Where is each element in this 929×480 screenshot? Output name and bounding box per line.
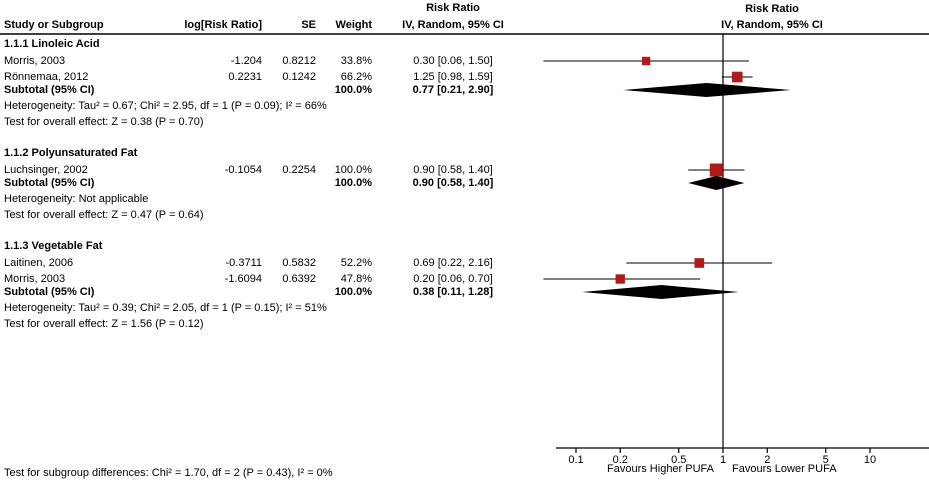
study-ci-text: 0.20 [0.06, 0.70] (413, 273, 493, 285)
study-se: 0.1242 (282, 71, 316, 83)
study-se: 0.5832 (282, 257, 316, 269)
study-log-risk-ratio: -1.204 (230, 55, 262, 67)
subtotal-label: Subtotal (95% CI) (4, 286, 95, 298)
col-header-log-risk-ratio: log[Risk Ratio] (184, 19, 262, 31)
subgroup-title: 1.1.2 Polyunsaturated Fat (4, 147, 138, 159)
col-header-effect-ci: IV, Random, 95% CI (402, 19, 504, 31)
effect-square (615, 274, 625, 284)
effect-square (731, 71, 743, 83)
plot-marks-group: 0.1 0.2 0.5 1 2 5 10 (0, 33, 929, 466)
favours-right-label: Favours Lower PUFA (732, 463, 837, 475)
heterogeneity-text: Heterogeneity: Tau² = 0.39; Chi² = 2.05,… (4, 302, 327, 314)
study-log-risk-ratio: -0.3711 (225, 257, 263, 269)
study-log-risk-ratio: 0.2231 (228, 71, 262, 83)
subtotal-weight: 100.0% (334, 84, 372, 96)
subgroup-title: 1.1.1 Linoleic Acid (4, 38, 100, 50)
study-row: Laitinen, 2006 -0.3711 0.5832 52.2% 0.69 [0.… (0, 256, 929, 270)
subgroup-differences-text: Test for subgroup differences: Chi² = 1.… (4, 467, 333, 479)
study-name: Laitinen, 2006 (4, 257, 74, 269)
axis-tick-label: 1 (720, 454, 726, 466)
overall-effect-row: Test for overall effect: Z = 0.47 (P = 0… (0, 208, 929, 222)
favours-left-label: Favours Higher PUFA (607, 463, 715, 475)
study-weight: 100.0% (334, 164, 372, 176)
col-header-weight: Weight (335, 19, 372, 31)
study-weight: 47.8% (340, 273, 372, 285)
plot-column-title-line1: Risk Ratio (745, 3, 799, 15)
heterogeneity-row: Heterogeneity: Tau² = 0.39; Chi² = 2.05,… (0, 301, 929, 315)
overall-effect-row: Test for overall effect: Z = 0.38 (P = 0… (0, 115, 929, 129)
subtotal-row: Subtotal (95% CI) 100.0% 0.90 [0.58, 1.40] (0, 176, 929, 190)
study-ci-text: 0.69 [0.22, 2.16] (413, 257, 493, 269)
study-name: Morris, 2003 (4, 273, 66, 285)
plot-column-title-line2: IV, Random, 95% CI (721, 19, 823, 31)
study-se: 0.2254 (282, 164, 316, 176)
study-ci-text: 1.25 [0.98, 1.59] (413, 71, 493, 83)
heterogeneity-row: Heterogeneity: Tau² = 0.67; Chi² = 2.95,… (0, 99, 929, 113)
subgroup-title: 1.1.3 Vegetable Fat (4, 240, 103, 252)
study-log-risk-ratio: -1.6094 (224, 273, 262, 285)
study-row: Morris, 2003 -1.6094 0.6392 47.8% 0.20 [0.06… (0, 272, 929, 286)
subgroup-title-row: 1.1.2 Polyunsaturated Fat (0, 146, 929, 160)
subtotal-row: Subtotal (95% CI) 100.0% 0.77 [0.21, 2.90] (0, 83, 929, 97)
subtotal-diamond (582, 285, 739, 299)
study-weight: 66.2% (340, 71, 372, 83)
axis-tick-label: 10 (864, 454, 876, 466)
subtotal-row: Subtotal (95% CI) 100.0% 0.38 [0.11, 1.28] (0, 285, 929, 299)
subtotal-weight: 100.0% (334, 177, 372, 189)
col-header-se: SE (301, 19, 316, 31)
subgroup-title-row: 1.1.3 Vegetable Fat (0, 239, 929, 253)
axis-tick-label: 5 (823, 454, 829, 466)
subtotal-weight: 100.0% (334, 286, 372, 298)
subtotal-ci-text: 0.90 [0.58, 1.40] (412, 177, 494, 189)
study-se: 0.6392 (282, 273, 316, 285)
study-ci-text: 0.30 [0.06, 1.50] (413, 55, 493, 67)
col-header-study: Study or Subgroup (4, 19, 104, 31)
effect-square (709, 163, 723, 177)
heterogeneity-text: Heterogeneity: Tau² = 0.67; Chi² = 2.95,… (4, 100, 327, 112)
subtotal-label: Subtotal (95% CI) (4, 177, 95, 189)
effect-square (641, 56, 651, 66)
subtotal-label: Subtotal (95% CI) (4, 84, 95, 96)
header-row-1: Risk Ratio (0, 1, 929, 15)
study-se: 0.8212 (282, 55, 316, 67)
subgroup-title-row: 1.1.1 Linoleic Acid (0, 37, 929, 51)
subtotal-ci-text: 0.38 [0.11, 1.28] (412, 286, 494, 298)
study-weight: 33.8% (340, 55, 372, 67)
study-row: Rönnemaa, 2012 0.2231 0.1242 66.2% 1.25 [0.9… (0, 70, 929, 84)
axis-tick-label: 0.1 (568, 454, 583, 466)
overall-effect-text: Test for overall effect: Z = 0.47 (P = 0… (4, 209, 204, 221)
study-row: Morris, 2003 -1.204 0.8212 33.8% 0.30 [0.06,… (0, 54, 929, 68)
overall-effect-text: Test for overall effect: Z = 0.38 (P = 0… (4, 116, 204, 128)
overall-effect-row: Test for overall effect: Z = 1.56 (P = 0… (0, 317, 929, 331)
axis-tick-label: 0.2 (613, 454, 628, 466)
heterogeneity-row: Heterogeneity: Not applicable (0, 192, 929, 206)
study-row: Luchsinger, 2002 -0.1054 0.2254 100.0% 0.90 … (0, 163, 929, 177)
study-log-risk-ratio: -0.1054 (224, 164, 262, 176)
effect-square (694, 258, 705, 268)
subgroup-differences-row: Test for subgroup differences: Chi² = 1.… (0, 466, 929, 480)
axis-tick-label: 2 (764, 454, 770, 466)
study-weight: 52.2% (340, 257, 372, 269)
header-row-2: Study or Subgroup log[Risk Ratio] SE Wei… (0, 18, 929, 32)
effect-column-title-line1: Risk Ratio (426, 2, 480, 14)
axis-tick-label: 0.5 (671, 454, 686, 466)
subtotal-diamond (623, 83, 791, 97)
overall-effect-text: Test for overall effect: Z = 1.56 (P = 0… (4, 318, 204, 330)
study-name: Morris, 2003 (4, 55, 66, 67)
study-ci-text: 0.90 [0.58, 1.40] (413, 164, 493, 176)
study-name: Luchsinger, 2002 (4, 164, 88, 176)
heterogeneity-text: Heterogeneity: Not applicable (4, 193, 149, 205)
subtotal-ci-text: 0.77 [0.21, 2.90] (412, 84, 494, 96)
subtotal-diamond (688, 176, 745, 190)
study-name: Rönnemaa, 2012 (4, 71, 89, 83)
